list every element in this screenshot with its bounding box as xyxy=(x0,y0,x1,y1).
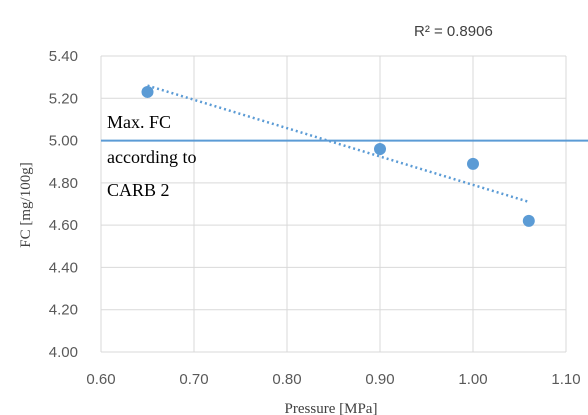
x-axis-title: Pressure [MPa] xyxy=(285,401,378,415)
linear-trendline xyxy=(147,84,530,204)
y-tick-label: 4.60 xyxy=(49,217,78,234)
y-tick-label: 5.20 xyxy=(49,90,78,107)
r-squared-label: R² = 0.8906 xyxy=(414,23,493,40)
x-tick-label: 1.00 xyxy=(458,371,487,388)
data-point xyxy=(467,157,479,170)
y-tick-label: 4.40 xyxy=(49,259,78,276)
y-tick-label: 5.40 xyxy=(49,48,78,65)
y-axis-title: FC [mg/100g] xyxy=(18,162,34,247)
data-point xyxy=(522,214,535,227)
reference-label-line: according to xyxy=(107,147,196,167)
data-point xyxy=(374,143,386,156)
y-tick-label: 4.00 xyxy=(49,344,78,361)
x-tick-label: 1.10 xyxy=(551,371,580,388)
x-tick-label: 0.60 xyxy=(86,371,115,388)
x-tick-label: 0.90 xyxy=(365,371,394,388)
reference-label-line: CARB 2 xyxy=(107,180,170,200)
y-tick-label: 4.80 xyxy=(49,175,78,192)
reference-label-line: Max. FC xyxy=(107,112,171,132)
data-point xyxy=(141,85,154,98)
y-tick-label: 5.00 xyxy=(49,133,78,150)
x-tick-label: 0.80 xyxy=(272,371,301,388)
x-tick-label: 0.70 xyxy=(179,371,208,388)
y-tick-label: 4.20 xyxy=(49,302,78,319)
